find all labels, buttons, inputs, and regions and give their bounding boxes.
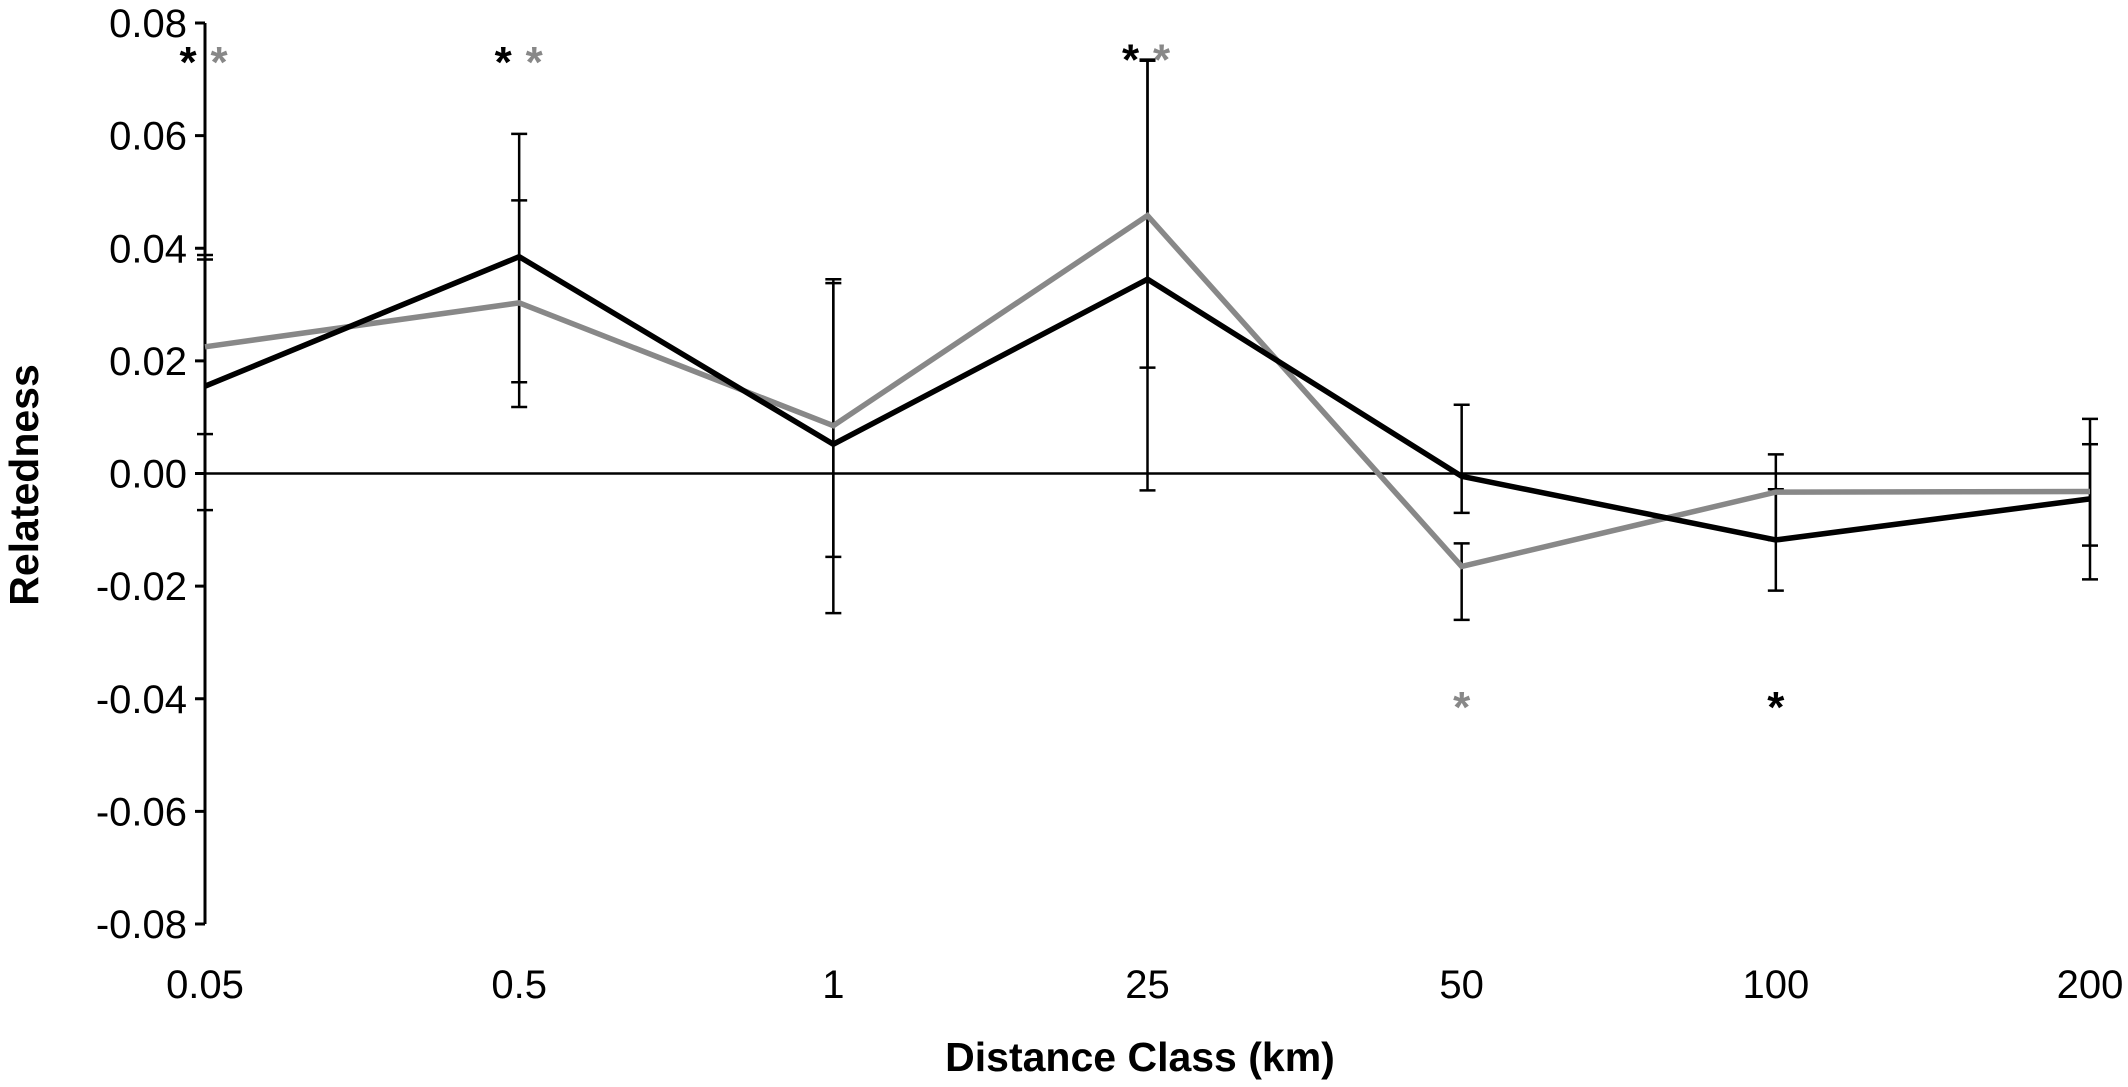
x-axis-title: Distance Class (km) bbox=[945, 1034, 1335, 1080]
x-tick-label: 0.05 bbox=[166, 963, 244, 1007]
significance-star: * bbox=[1767, 683, 1785, 732]
axes bbox=[195, 21, 2090, 926]
y-tick-label: 0.06 bbox=[109, 115, 187, 159]
y-tick-label: 0.02 bbox=[109, 340, 187, 384]
significance-markers: * * * * * * * * bbox=[179, 35, 1785, 732]
y-tick-label: 0.04 bbox=[109, 227, 187, 271]
significance-star: * bbox=[1122, 35, 1140, 84]
significance-star: * bbox=[495, 38, 513, 87]
x-tick-label: 50 bbox=[1439, 963, 1484, 1007]
x-tick-label: 100 bbox=[1742, 963, 1809, 1007]
x-tick-label: 0.5 bbox=[491, 963, 547, 1007]
y-tick-labels: 0.08 0.06 0.04 0.02 0.00 -0.02 -0.04 -0.06 -0.08 bbox=[96, 2, 187, 947]
error-bars bbox=[197, 58, 2098, 622]
x-tick-labels: 0.05 0.5 1 25 50 100 200 bbox=[166, 963, 2123, 1007]
y-tick-label: -0.08 bbox=[96, 903, 187, 947]
y-axis-title: Relatedness bbox=[1, 364, 47, 606]
series-line-1 bbox=[203, 253, 2091, 543]
significance-star: * bbox=[526, 38, 544, 87]
x-tick-label: 200 bbox=[2057, 963, 2124, 1007]
y-tick-label: -0.06 bbox=[96, 790, 187, 834]
significance-star: * bbox=[210, 38, 228, 87]
significance-star: * bbox=[1453, 683, 1471, 732]
series-lines bbox=[203, 211, 2091, 570]
y-tick-label: 0.08 bbox=[109, 2, 187, 46]
significance-star: * bbox=[179, 38, 197, 87]
y-tick-label: -0.04 bbox=[96, 678, 187, 722]
x-tick-label: 1 bbox=[822, 963, 844, 1007]
y-tick-label: 0.00 bbox=[109, 453, 187, 497]
significance-star: * bbox=[1153, 35, 1171, 84]
series-line-2 bbox=[204, 211, 2091, 570]
y-tick-label: -0.02 bbox=[96, 565, 187, 609]
x-tick-label: 25 bbox=[1125, 963, 1170, 1007]
